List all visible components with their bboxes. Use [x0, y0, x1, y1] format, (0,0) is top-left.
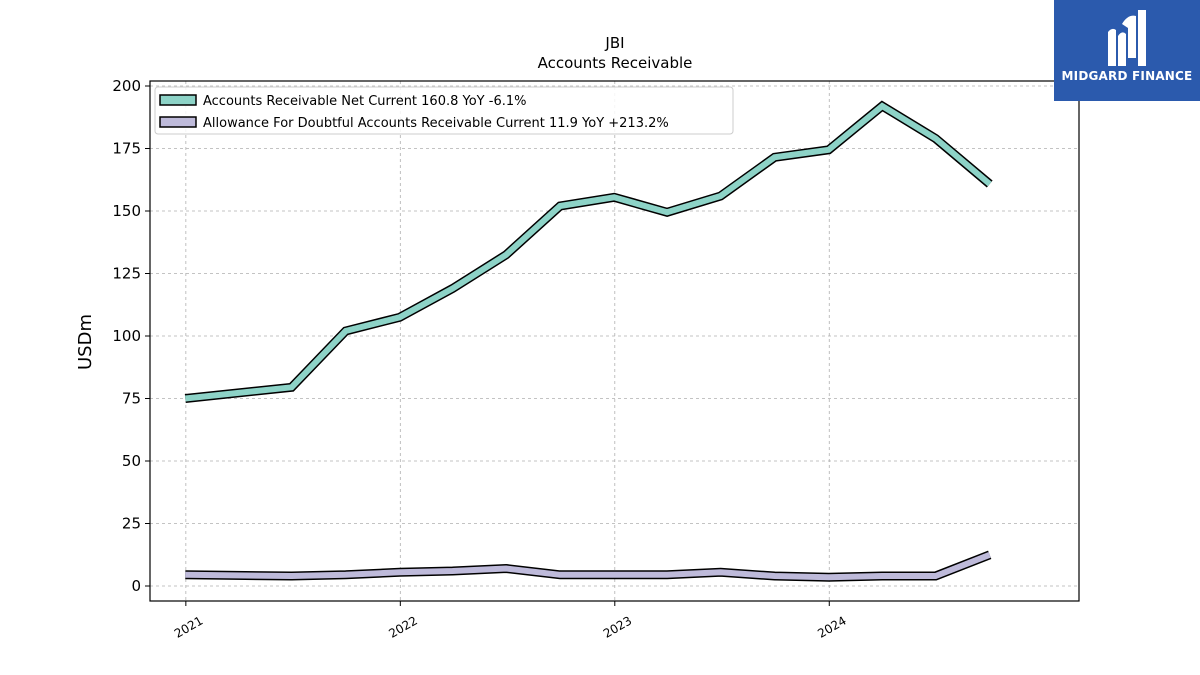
y-tick-label: 150 — [112, 202, 141, 220]
series-line-outline — [184, 100, 993, 403]
series-1 — [185, 550, 992, 582]
y-tick-label: 100 — [112, 327, 141, 345]
legend: Accounts Receivable Net Current 160.8 Yo… — [154, 86, 734, 135]
y-tick-label: 50 — [122, 452, 141, 470]
legend-label: Allowance For Doubtful Accounts Receivab… — [203, 116, 669, 131]
midgard-logo-icon — [1108, 10, 1146, 66]
chart-subtitle: Accounts Receivable — [538, 54, 693, 72]
brand-logo: MIDGARD FINANCE — [1054, 0, 1200, 101]
y-axis: 0 25 50 75 100 125 150 175 200 — [112, 77, 150, 595]
y-tick-label: 0 — [131, 577, 141, 595]
x-tick-label: 2023 — [601, 613, 634, 640]
y-tick-label: 125 — [112, 265, 141, 283]
x-tick-label: 2022 — [386, 613, 419, 640]
series-layer — [184, 100, 993, 582]
y-tick-label: 25 — [122, 515, 141, 533]
brand-name: MIDGARD FINANCE — [1061, 69, 1193, 83]
x-tick-label: 2024 — [815, 613, 848, 640]
legend-item: Allowance For Doubtful Accounts Receivab… — [159, 116, 669, 131]
y-tick-label: 200 — [112, 77, 141, 95]
y-tick-label: 75 — [122, 390, 141, 408]
series-line — [185, 552, 991, 581]
legend-item: Accounts Receivable Net Current 160.8 Yo… — [159, 94, 526, 109]
x-tick-label: 2021 — [172, 613, 205, 640]
y-axis-label: USDm — [75, 314, 96, 370]
series-0 — [184, 100, 993, 403]
x-axis: 2021 2022 2023 2024 — [172, 601, 849, 641]
legend-label: Accounts Receivable Net Current 160.8 Yo… — [203, 94, 526, 109]
legend-swatch — [159, 94, 197, 106]
grid — [150, 81, 1079, 601]
chart-title: JBI — [604, 34, 624, 52]
y-tick-label: 175 — [112, 140, 141, 158]
series-line — [184, 102, 992, 402]
legend-box — [154, 86, 734, 135]
legend-swatch — [159, 116, 197, 128]
